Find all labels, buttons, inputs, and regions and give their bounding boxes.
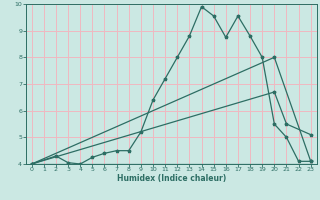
X-axis label: Humidex (Indice chaleur): Humidex (Indice chaleur): [116, 174, 226, 183]
